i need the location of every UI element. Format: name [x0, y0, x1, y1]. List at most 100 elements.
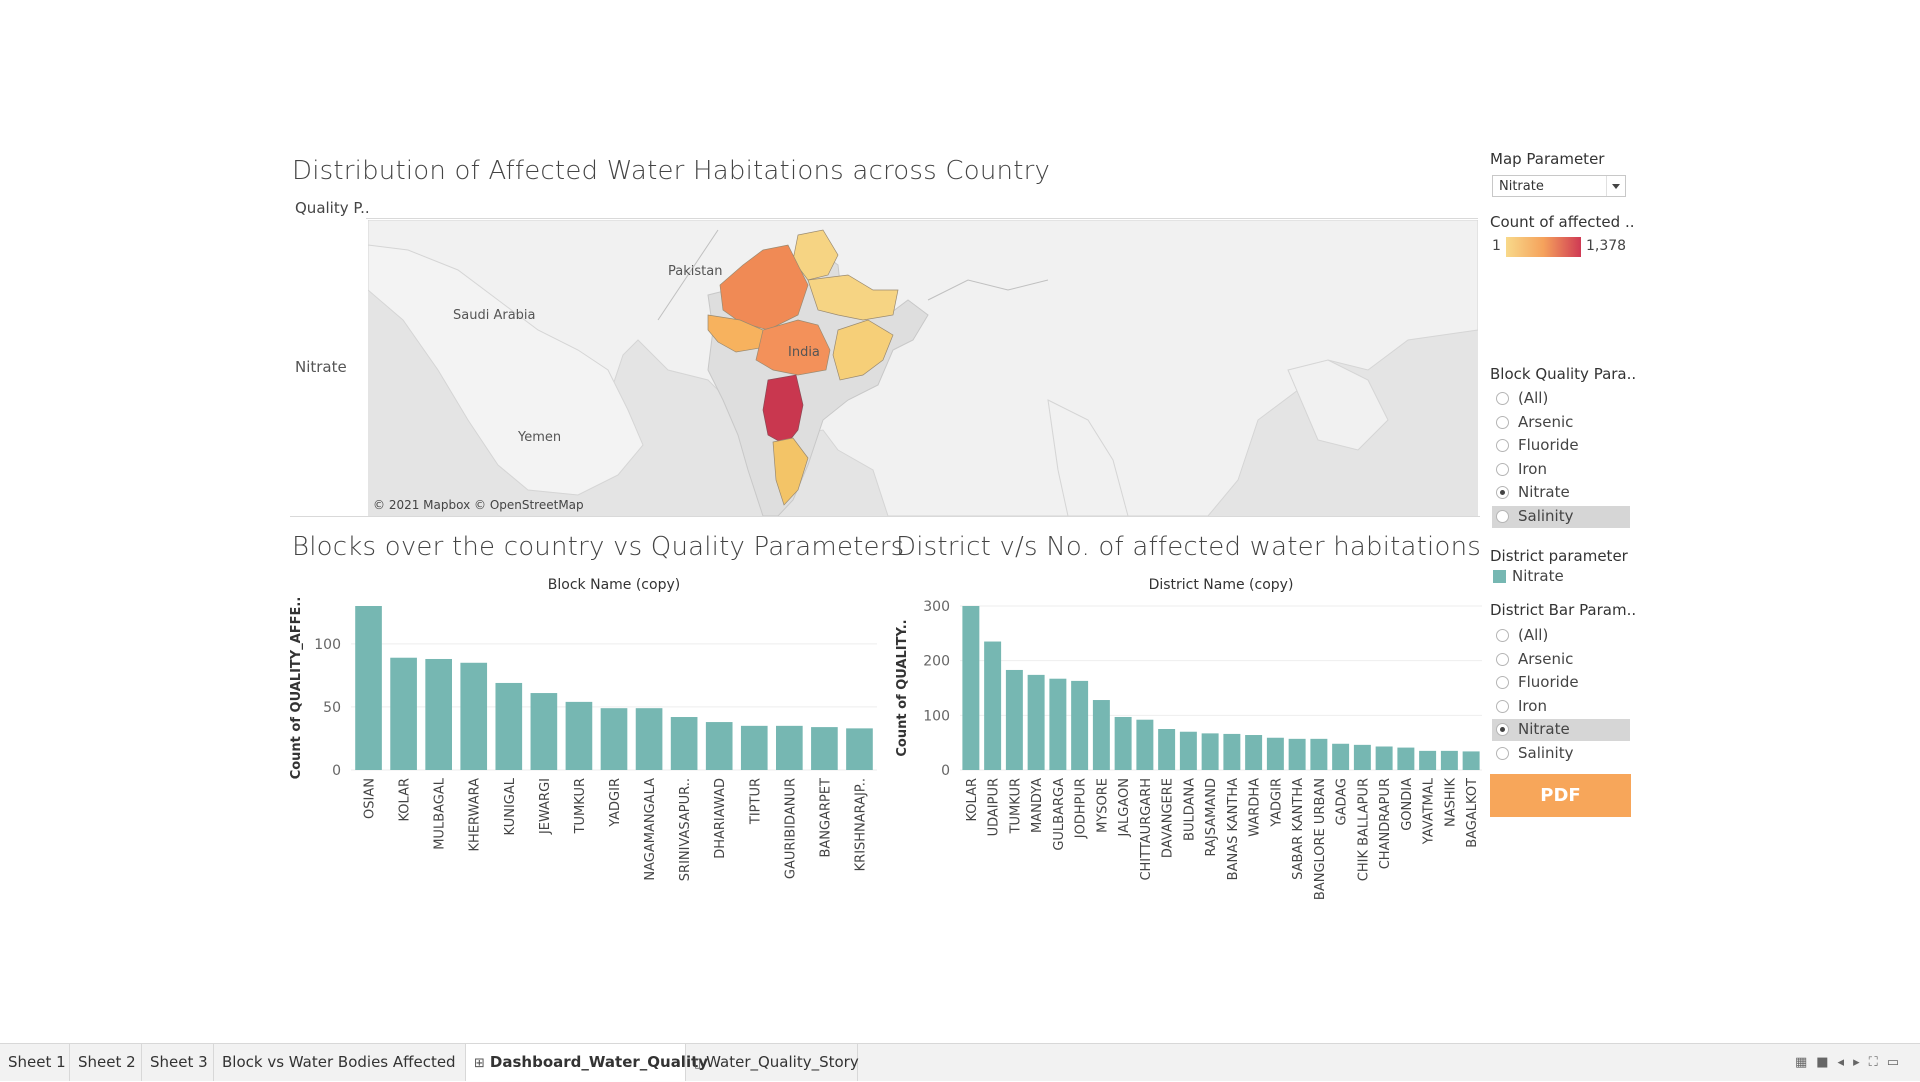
- radio-label: Nitrate: [1518, 483, 1570, 501]
- chevron-down-icon[interactable]: [1606, 176, 1625, 196]
- x-tick-label: BAGALKOT: [1465, 778, 1480, 848]
- bar[interactable]: [1266, 737, 1284, 770]
- map-parameter-dropdown[interactable]: Nitrate: [1492, 175, 1626, 197]
- map-place-saudi-arabia: Saudi Arabia: [453, 308, 536, 323]
- tab-dashboard-water-quality[interactable]: ⊞ Dashboard_Water_Quality: [466, 1044, 708, 1081]
- present-icon[interactable]: ▭: [1886, 1055, 1908, 1070]
- x-tick-label: KRISHNARAJP..: [853, 778, 868, 871]
- district-bar-option-salinity[interactable]: Salinity: [1492, 743, 1630, 765]
- tab-sheet-2[interactable]: Sheet 2: [70, 1044, 142, 1081]
- bar[interactable]: [776, 725, 803, 770]
- district-bar-option-iron[interactable]: Iron: [1492, 696, 1630, 718]
- x-tick-label: KHERWARA: [468, 778, 483, 852]
- bar[interactable]: [1440, 750, 1458, 770]
- x-tick-label: OSIAN: [363, 778, 378, 819]
- bar[interactable]: [1049, 678, 1067, 770]
- x-tick-label: NASHIK: [1443, 778, 1458, 827]
- bar[interactable]: [1136, 719, 1154, 770]
- bar[interactable]: [962, 606, 980, 770]
- bar[interactable]: [390, 657, 417, 770]
- district-bar-option-nitrate[interactable]: Nitrate: [1492, 719, 1630, 741]
- bar[interactable]: [1375, 746, 1393, 770]
- bar[interactable]: [1005, 669, 1023, 770]
- bar[interactable]: [1179, 731, 1197, 770]
- radio-icon[interactable]: [1496, 699, 1509, 713]
- pdf-button[interactable]: PDF: [1490, 774, 1631, 817]
- bar[interactable]: [600, 708, 628, 770]
- tab-sheet-1[interactable]: Sheet 1: [0, 1044, 70, 1081]
- block-quality-option-nitrate[interactable]: Nitrate: [1492, 482, 1630, 504]
- tab-block-vs-water-bodies-affected[interactable]: Block vs Water Bodies Affected: [214, 1044, 466, 1081]
- y-tick-label: 100: [923, 708, 950, 724]
- bar[interactable]: [460, 662, 488, 770]
- radio-label: Arsenic: [1518, 649, 1574, 668]
- bar[interactable]: [425, 658, 452, 770]
- radio-icon[interactable]: [1496, 439, 1509, 452]
- block-quality-option-iron[interactable]: Iron: [1492, 459, 1630, 481]
- tab-water-quality-story[interactable]: ▯ Water_Quality_Story: [686, 1044, 859, 1081]
- tab-label: Water_Quality_Story: [706, 1053, 859, 1071]
- bar[interactable]: [1223, 733, 1241, 770]
- next-sheet-icon[interactable]: ▸: [1853, 1055, 1869, 1070]
- prev-sheet-icon[interactable]: ◂: [1837, 1055, 1854, 1070]
- bar[interactable]: [1332, 743, 1350, 770]
- radio-icon[interactable]: [1496, 746, 1509, 760]
- radio-icon[interactable]: [1496, 723, 1509, 736]
- bar[interactable]: [1419, 750, 1437, 770]
- x-tick-label: BANAS KANTHA: [1226, 778, 1241, 880]
- bar[interactable]: [1114, 716, 1132, 770]
- district-bar-option-fluoride[interactable]: Fluoride: [1492, 672, 1630, 694]
- block-quality-option-salinity[interactable]: Salinity: [1492, 505, 1630, 528]
- bar[interactable]: [565, 701, 593, 770]
- tab-label: Sheet 1: [8, 1053, 66, 1071]
- grid-view-icon[interactable]: ▦: [1794, 1055, 1817, 1070]
- bar[interactable]: [355, 606, 382, 770]
- bar[interactable]: [740, 725, 768, 770]
- bar[interactable]: [1397, 747, 1415, 770]
- bar[interactable]: [1158, 729, 1176, 770]
- district-bar-option-all[interactable]: (All): [1492, 625, 1630, 647]
- story-icon: ▯: [694, 1056, 702, 1071]
- legend-min: 1: [1492, 238, 1501, 254]
- block-bar-chart[interactable]: Block Name (copy) Count of QUALITY_AFFE..…: [285, 570, 885, 900]
- radio-icon[interactable]: [1496, 415, 1509, 429]
- bar[interactable]: [670, 717, 698, 770]
- bar[interactable]: [984, 641, 1002, 770]
- bar[interactable]: [811, 727, 838, 770]
- x-tick-label: KOLAR: [965, 778, 980, 822]
- bar[interactable]: [1092, 700, 1110, 770]
- fullscreen-icon[interactable]: ⛶: [1868, 1055, 1887, 1070]
- bar[interactable]: [1462, 751, 1480, 770]
- tab-label: Sheet 3: [150, 1053, 208, 1071]
- bar[interactable]: [1353, 744, 1371, 770]
- bar[interactable]: [1201, 733, 1219, 770]
- radio-icon[interactable]: [1496, 486, 1509, 499]
- bar[interactable]: [846, 728, 873, 770]
- bar[interactable]: [1310, 738, 1328, 770]
- bar[interactable]: [1245, 735, 1263, 770]
- block-quality-option-arsenic[interactable]: Arsenic: [1492, 412, 1630, 434]
- radio-icon[interactable]: [1496, 652, 1509, 666]
- x-tick-label: TUMKUR: [1008, 778, 1023, 834]
- choropleth-map[interactable]: Pakistan Saudi Arabia India Yemen © 2021…: [368, 220, 1478, 516]
- radio-icon[interactable]: [1496, 676, 1509, 689]
- bar[interactable]: [530, 693, 558, 770]
- x-tick-label: DHARIAWAD: [713, 778, 728, 859]
- bar[interactable]: [635, 708, 663, 770]
- radio-icon[interactable]: [1496, 462, 1509, 476]
- bar[interactable]: [1027, 674, 1045, 770]
- district-bar-option-arsenic[interactable]: Arsenic: [1492, 649, 1630, 671]
- x-tick-label: NAGAMANGALA: [643, 778, 658, 881]
- tab-sheet-3[interactable]: Sheet 3: [142, 1044, 214, 1081]
- radio-icon[interactable]: [1496, 629, 1509, 642]
- radio-icon[interactable]: [1496, 509, 1509, 523]
- bar[interactable]: [1288, 738, 1306, 770]
- filmstrip-icon[interactable]: ■: [1816, 1055, 1838, 1070]
- district-bar-chart[interactable]: District Name (copy) Count of QUALITY.. 0 1…: [890, 570, 1490, 900]
- bar[interactable]: [495, 682, 523, 770]
- radio-icon[interactable]: [1496, 392, 1509, 405]
- bar[interactable]: [705, 722, 733, 770]
- block-quality-option-all[interactable]: (All): [1492, 388, 1630, 410]
- bar[interactable]: [1071, 680, 1089, 770]
- block-quality-option-fluoride[interactable]: Fluoride: [1492, 435, 1630, 457]
